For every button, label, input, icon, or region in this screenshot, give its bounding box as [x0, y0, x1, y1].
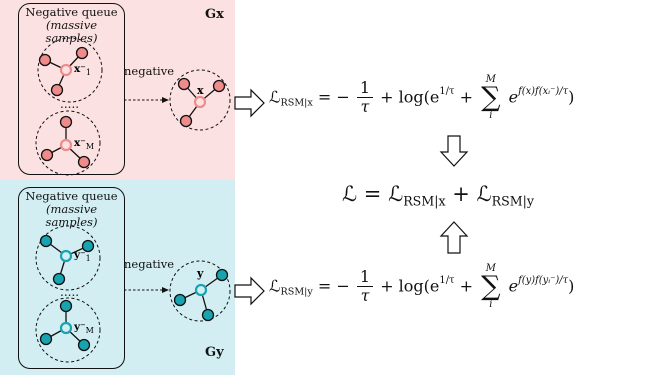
- graph-x-neg-M: [35, 110, 101, 176]
- node-label-x-neg-1: x⁻1: [74, 63, 91, 78]
- block-arrow-down: [439, 135, 469, 167]
- gy-panel: [0, 180, 235, 375]
- ellipsis-x: .....: [60, 97, 80, 111]
- negative-arrow-y: [124, 287, 169, 293]
- node-label-y: y: [197, 267, 204, 280]
- graph-y-anchor: [169, 260, 231, 322]
- negative-label-y: negative: [124, 257, 175, 271]
- node-label-y-neg-1: y⁻1: [74, 249, 91, 264]
- equation-total: ℒ = ℒRSM|x + ℒRSM|y: [342, 182, 535, 209]
- queue-subtitle: (massive samples): [45, 202, 98, 229]
- group-label-gy: Gy: [205, 345, 224, 360]
- block-arrow-right-y: [234, 276, 265, 306]
- node-label-y-neg-M: y⁻M: [74, 321, 94, 336]
- negative-label-x: negative: [124, 64, 175, 78]
- node-label-x-neg-M: x⁻M: [74, 137, 95, 152]
- graph-x-neg-1: [37, 37, 103, 103]
- block-arrow-up: [439, 221, 469, 254]
- ellipsis-y: .....: [60, 285, 80, 299]
- node-label-x: x: [197, 84, 204, 97]
- negative-queue-box-x: Negative queue (massive samples): [18, 3, 125, 175]
- queue-title: Negative queue: [25, 5, 118, 19]
- gx-panel: [0, 0, 235, 180]
- queue-title: Negative queue: [25, 189, 118, 203]
- negative-queue-box-y: Negative queue (massive samples): [18, 187, 125, 369]
- graph-y-neg-M: [35, 297, 101, 363]
- graph-x-anchor: [169, 69, 231, 131]
- negative-arrow-x: [124, 97, 169, 103]
- block-arrow-right-x: [234, 88, 265, 118]
- graph-y-neg-1: [35, 225, 101, 291]
- group-label-gx: Gx: [205, 7, 224, 22]
